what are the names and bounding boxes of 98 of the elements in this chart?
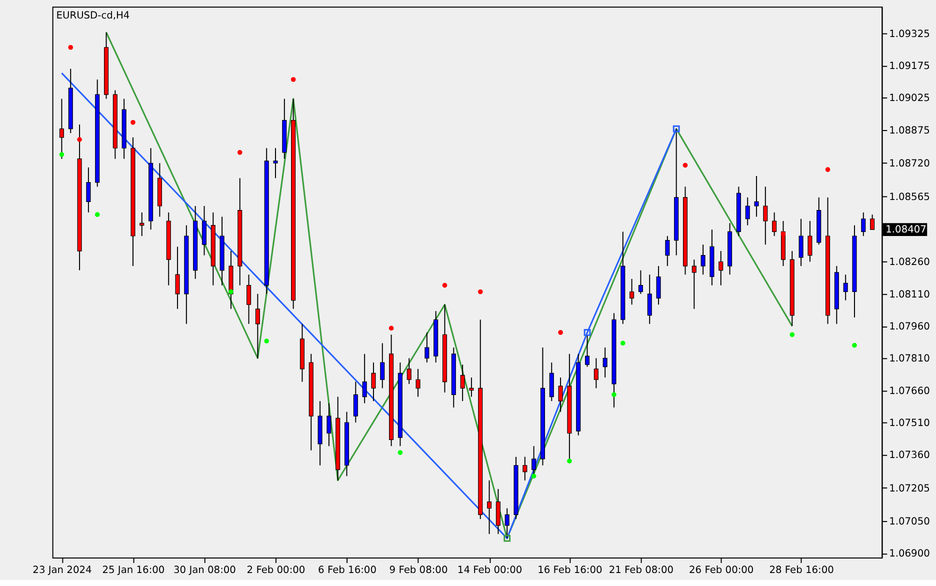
x-tick-label: 6 Feb 16:00	[318, 564, 376, 576]
chart-title: EURUSD-cd,H4	[56, 10, 130, 22]
candlestick	[558, 377, 563, 412]
y-tick-label: 1.08565	[889, 192, 930, 203]
point	[531, 474, 536, 479]
y-tick-label: 1.07050	[889, 516, 930, 528]
y-tick-label: 1.07510	[889, 418, 930, 429]
candlestick	[460, 364, 465, 402]
candlestick	[549, 362, 554, 402]
point	[584, 329, 591, 336]
point	[790, 332, 795, 338]
candlestick	[656, 266, 661, 306]
y-tick-label: 1.08260	[889, 257, 930, 268]
candlestick	[638, 270, 643, 294]
candlestick	[665, 236, 670, 267]
x-tick-label: 28 Feb 16:00	[769, 564, 834, 576]
point	[682, 162, 688, 168]
point	[504, 534, 511, 542]
candlestick	[745, 196, 750, 226]
candlestick	[808, 220, 812, 262]
y-tick-label: 1.07810	[889, 354, 930, 365]
candlestick	[861, 212, 866, 237]
candlestick	[496, 488, 500, 534]
candlestick	[700, 244, 706, 276]
point	[237, 150, 242, 155]
y-tick-label: 1.07205	[889, 483, 930, 494]
candlestick	[273, 148, 278, 179]
y-tick-label: 1.09025	[889, 93, 930, 104]
y-tick-label: 1.08110	[889, 289, 930, 300]
point	[442, 282, 448, 288]
point	[620, 340, 626, 346]
y-tick-label: 1.08720	[889, 158, 930, 170]
point	[780, 231, 786, 236]
point	[130, 120, 136, 125]
point	[478, 289, 483, 294]
y-tick-label: 1.09175	[889, 61, 930, 72]
point	[68, 44, 74, 50]
x-tick-label: 23 Jan 2024	[32, 564, 92, 576]
candlestick	[718, 250, 724, 286]
x-tick-label: 26 Feb 00:00	[689, 564, 754, 576]
x-tick-label: 2 Feb 00:00	[246, 564, 306, 576]
candlestick	[416, 368, 420, 398]
y-tick-label: 1.07360	[889, 450, 930, 462]
candlestick	[246, 274, 252, 324]
candlestick	[406, 358, 412, 384]
point	[290, 77, 296, 82]
point	[59, 152, 64, 157]
x-tick-label: 9 Feb 08:00	[389, 564, 448, 576]
x-tick-label: 30 Jan 08:00	[174, 564, 236, 576]
candlestick	[140, 212, 144, 237]
point	[94, 212, 100, 217]
x-tick-label: 14 Feb 00:00	[457, 564, 522, 576]
x-tick-label: 21 Feb 08:00	[608, 564, 674, 576]
candlestick	[692, 259, 696, 310]
candlestick	[202, 206, 207, 256]
point	[228, 289, 234, 294]
candlestick	[86, 166, 91, 213]
point	[264, 338, 270, 344]
point	[77, 137, 82, 142]
y-tick-label: 1.07660	[889, 386, 930, 397]
candlestick	[870, 214, 875, 230]
candlestick	[647, 274, 652, 324]
candlestick	[602, 346, 608, 378]
candlestick	[175, 246, 180, 310]
candlestick	[380, 342, 385, 389]
candlestick	[532, 446, 536, 477]
candlestick	[362, 353, 367, 404]
candlestick	[522, 456, 528, 481]
y-tick-label: 1.07960	[889, 322, 930, 333]
candlestick	[469, 377, 474, 398]
point	[825, 167, 830, 172]
x-tick-label: 25 Jan 16:00	[102, 564, 165, 576]
x-tick-label: 16 Feb 16:00	[538, 564, 602, 576]
candlestick	[843, 274, 848, 301]
candlestick	[763, 186, 768, 246]
candlestick	[630, 278, 634, 306]
candlestick	[255, 293, 260, 359]
point	[558, 330, 563, 335]
candlestick	[371, 362, 376, 402]
y-tick-label: 1.09325	[889, 28, 930, 40]
point	[672, 125, 680, 132]
candlestick	[798, 218, 804, 267]
point	[398, 450, 403, 455]
candlestick	[772, 212, 777, 237]
point	[852, 342, 857, 348]
candlestick	[424, 332, 430, 363]
y-tick-label: 1.06900	[889, 548, 930, 560]
y-tick-label: 1.08875	[889, 125, 930, 136]
point	[612, 392, 616, 398]
point	[388, 326, 394, 331]
candlestick	[754, 175, 759, 218]
candlestick	[353, 381, 358, 424]
text: 1.08407	[886, 224, 926, 236]
candlestick	[326, 402, 332, 447]
candlestick	[594, 358, 598, 389]
candlestick	[59, 98, 64, 160]
candlestick	[487, 480, 492, 534]
point	[567, 458, 572, 464]
